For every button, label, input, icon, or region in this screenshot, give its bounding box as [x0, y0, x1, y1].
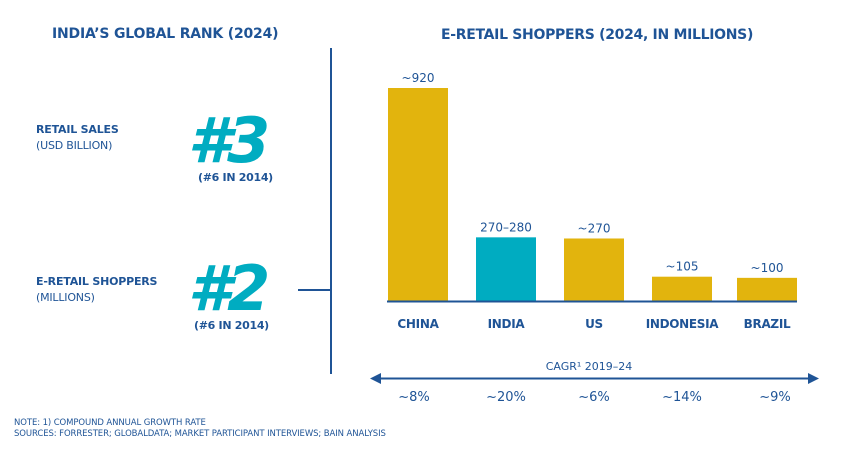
x-tick-labels: CHINA INDIA US INDONESIA BRAZIL [397, 317, 791, 331]
cagr-value: ~20% [486, 390, 526, 405]
connector-line [298, 289, 331, 291]
cagr-value: ~14% [662, 390, 702, 405]
left-panel-title: INDIA’S GLOBAL RANK (2024) [52, 26, 279, 42]
arrow-left-icon [370, 373, 381, 384]
panel-divider [330, 48, 332, 374]
metric-label: E-RETAIL SHOPPERS [36, 275, 158, 288]
cagr-arrow [370, 373, 819, 384]
x-tick-label: BRAZIL [744, 317, 791, 331]
metric-label: RETAIL SALES [36, 123, 119, 136]
metric-sublabel: (MILLIONS) [36, 291, 95, 304]
rank-previous: (#6 IN 2014) [198, 171, 273, 184]
data-label: ~920 [402, 71, 435, 85]
bars-group: ~920 270–280 ~270 ~105 ~100 [388, 71, 797, 301]
data-label: ~105 [666, 260, 699, 274]
bar-brazil [737, 277, 797, 301]
bar-indonesia [652, 276, 712, 301]
data-label: ~270 [578, 221, 611, 235]
cagr-values: ~8% ~20% ~6% ~14% ~9% [398, 390, 791, 405]
bar-india [476, 237, 536, 301]
bar-china [388, 88, 448, 301]
data-label: 270–280 [480, 220, 532, 234]
metric-sublabel: (USD BILLION) [36, 139, 113, 152]
x-tick-label: US [585, 317, 603, 331]
rank-previous: (#6 IN 2014) [194, 319, 269, 332]
data-label: ~100 [751, 261, 784, 275]
chart-title: E-RETAIL SHOPPERS (2024, IN MILLIONS) [441, 27, 753, 43]
x-tick-label: INDONESIA [646, 317, 720, 331]
cagr-value: ~8% [398, 390, 430, 405]
cagr-value: ~6% [578, 390, 610, 405]
x-tick-label: INDIA [488, 317, 526, 331]
rank-value: #3 [188, 104, 270, 177]
footnote-sources: SOURCES: FORRESTER; GLOBALDATA; MARKET P… [14, 429, 386, 439]
cagr-label: CAGR¹ 2019–24 [546, 360, 633, 373]
footnote-note: NOTE: 1) COMPOUND ANNUAL GROWTH RATE [14, 418, 206, 428]
rank-value: #2 [188, 252, 270, 325]
arrow-right-icon [808, 373, 819, 384]
x-tick-label: CHINA [397, 317, 439, 331]
bar-us [564, 238, 624, 301]
cagr-value: ~9% [759, 390, 791, 405]
